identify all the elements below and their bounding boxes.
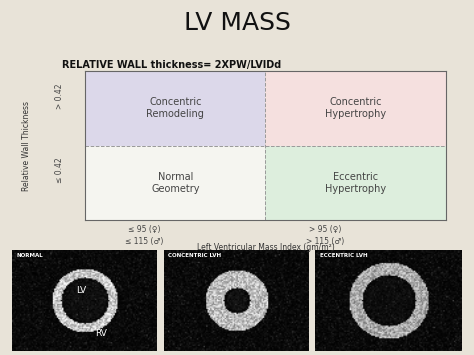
Text: Left Ventricular Mass Index (gm/m²): Left Ventricular Mass Index (gm/m²) — [197, 243, 334, 252]
Bar — [265, 71, 446, 146]
Text: LV MASS: LV MASS — [183, 11, 291, 35]
Bar — [265, 146, 446, 220]
Text: ≤ 0.42: ≤ 0.42 — [55, 158, 64, 183]
Text: RV: RV — [96, 329, 108, 338]
Text: NORMAL: NORMAL — [16, 253, 43, 258]
Text: ≤ 95 (♀)
≤ 115 (♂): ≤ 95 (♀) ≤ 115 (♂) — [126, 225, 164, 246]
Bar — [85, 146, 265, 220]
Text: Concentric
Hypertrophy: Concentric Hypertrophy — [325, 98, 386, 119]
Text: ECCENTRIC LVH: ECCENTRIC LVH — [319, 253, 367, 258]
Text: Eccentric
Hypertrophy: Eccentric Hypertrophy — [325, 172, 386, 193]
Text: LV: LV — [76, 286, 86, 295]
Text: RELATIVE WALL thickness= 2XPW/LVIDd: RELATIVE WALL thickness= 2XPW/LVIDd — [62, 60, 281, 70]
Text: > 95 (♀)
> 115 (♂): > 95 (♀) > 115 (♂) — [306, 225, 344, 246]
Text: CONCENTRIC LVH: CONCENTRIC LVH — [168, 253, 221, 258]
Text: > 0.42: > 0.42 — [55, 83, 64, 109]
Text: Normal
Geometry: Normal Geometry — [151, 172, 200, 193]
Bar — [85, 71, 265, 146]
Text: Relative Wall Thickness: Relative Wall Thickness — [22, 100, 30, 191]
Text: Concentric
Remodeling: Concentric Remodeling — [146, 98, 204, 119]
